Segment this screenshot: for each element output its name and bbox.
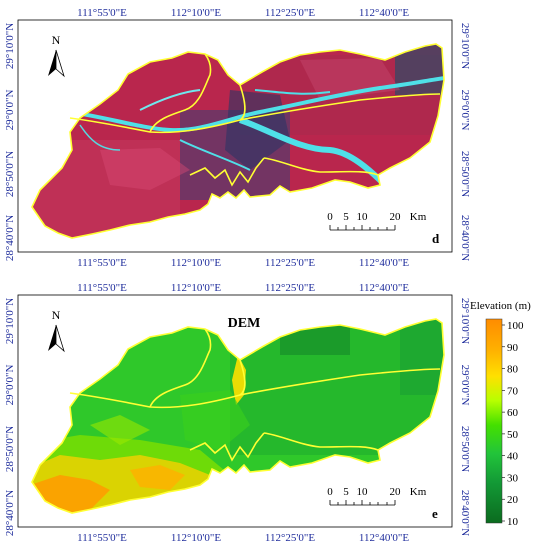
legend-tick-label: 20 xyxy=(507,494,519,506)
scale-unit: Km xyxy=(410,211,427,223)
scale-label-5: 5 xyxy=(343,211,349,223)
legend-tick-label: 100 xyxy=(507,320,524,332)
panel-label-e: e xyxy=(432,506,438,521)
north-label: N xyxy=(52,33,61,47)
right-ticks: 29°10'0"N 29°0'0"N 28°50'0"N 28°40'0"N xyxy=(459,23,471,261)
panel-d-false-color-map: N 0 5 10 20 Km d 111°55'0"E 112°10'0"E 1… xyxy=(0,0,534,275)
legend-tick-label: 70 xyxy=(507,385,519,397)
scale-label-20: 20 xyxy=(390,486,402,498)
right-tick: 28°40'0"N xyxy=(459,215,471,261)
top-tick: 112°40'0"E xyxy=(359,282,409,294)
map-frame xyxy=(17,19,453,253)
top-tick: 112°25'0"E xyxy=(265,282,315,294)
left-tick: 28°50'0"N xyxy=(4,151,16,197)
legend-tick-label: 60 xyxy=(507,407,519,419)
inner-boundaries xyxy=(69,328,441,462)
right-tick: 28°50'0"N xyxy=(459,151,471,197)
legend-tick-label: 90 xyxy=(507,342,519,354)
scale-label-5: 5 xyxy=(343,486,349,498)
left-tick: 29°10'0"N xyxy=(4,23,16,69)
top-ticks: 111°55'0"E 112°10'0"E 112°25'0"E 112°40'… xyxy=(77,7,409,19)
bottom-ticks: 111°55'0"E 112°10'0"E 112°25'0"E 112°40'… xyxy=(77,532,409,544)
legend-tick-label: 10 xyxy=(507,516,519,528)
top-tick: 112°10'0"E xyxy=(171,7,221,19)
elevation-legend: Elevation (m) 100 90 80 70 60 50 40 30 20 10 xyxy=(470,300,531,528)
panel-d-svg: N 0 5 10 20 Km d 111°55'0"E 112°10'0"E 1… xyxy=(4,7,471,269)
scale-bar: 0 5 10 20 Km xyxy=(327,211,427,231)
top-tick: 112°25'0"E xyxy=(265,7,315,19)
left-tick: 29°0'0"N xyxy=(4,365,16,406)
legend-color-ramp xyxy=(485,318,503,524)
scale-label-0: 0 xyxy=(327,486,333,498)
right-tick: 29°0'0"N xyxy=(459,90,471,131)
scale-label-10: 10 xyxy=(357,211,369,223)
scale-label-20: 20 xyxy=(390,211,402,223)
left-tick: 28°40'0"N xyxy=(4,490,16,536)
bottom-tick: 112°10'0"E xyxy=(171,257,221,269)
legend-tick-label: 80 xyxy=(507,364,519,376)
scale-label-10: 10 xyxy=(357,486,369,498)
bottom-tick: 112°40'0"E xyxy=(359,532,409,544)
top-tick: 111°55'0"E xyxy=(77,7,127,19)
scale-unit: Km xyxy=(410,486,427,498)
right-tick: 29°10'0"N xyxy=(459,298,471,344)
bottom-tick: 112°10'0"E xyxy=(171,532,221,544)
legend-tick-label: 50 xyxy=(507,429,519,441)
right-ticks: 29°10'0"N 29°0'0"N 28°50'0"N 28°40'0"N xyxy=(459,298,471,536)
top-tick: 112°40'0"E xyxy=(359,7,409,19)
bottom-tick: 112°40'0"E xyxy=(359,257,409,269)
bottom-tick: 112°25'0"E xyxy=(265,532,315,544)
north-arrow: N xyxy=(48,33,65,78)
scale-bar: 0 5 10 20 Km xyxy=(327,486,427,506)
panel-e-svg: DEM N 0 5 10 20 Km e Elevation (m) 10090… xyxy=(4,282,531,544)
bottom-tick: 112°25'0"E xyxy=(265,257,315,269)
right-tick: 28°50'0"N xyxy=(459,426,471,472)
rivers xyxy=(69,76,444,188)
north-arrow: N xyxy=(48,308,65,353)
legend-tick-label: 30 xyxy=(507,472,519,484)
map-frame xyxy=(17,294,453,528)
north-label: N xyxy=(52,308,61,322)
right-tick: 29°0'0"N xyxy=(459,365,471,406)
right-tick: 29°10'0"N xyxy=(459,23,471,69)
top-tick: 112°10'0"E xyxy=(171,282,221,294)
legend-tick-label: 40 xyxy=(507,451,519,463)
top-tick: 111°55'0"E xyxy=(77,282,127,294)
left-tick: 29°0'0"N xyxy=(4,90,16,131)
map-title: DEM xyxy=(228,316,261,331)
inner-boundaries xyxy=(69,53,441,187)
panel-label-d: d xyxy=(432,231,440,246)
left-tick: 29°10'0"N xyxy=(4,298,16,344)
right-tick: 28°40'0"N xyxy=(459,490,471,536)
legend-ticks: 100 90 80 70 60 50 40 30 20 10 xyxy=(502,320,524,528)
left-tick: 28°40'0"N xyxy=(4,215,16,261)
left-tick: 28°50'0"N xyxy=(4,426,16,472)
left-ticks: 29°10'0"N 29°0'0"N 28°50'0"N 28°40'0"N xyxy=(4,298,16,536)
bottom-tick: 111°55'0"E xyxy=(77,257,127,269)
top-ticks: 111°55'0"E 112°10'0"E 112°25'0"E 112°40'… xyxy=(77,282,409,294)
left-ticks: 29°10'0"N 29°0'0"N 28°50'0"N 28°40'0"N xyxy=(4,23,16,261)
bottom-tick: 111°55'0"E xyxy=(77,532,127,544)
legend-title: Elevation (m) xyxy=(470,300,531,312)
scale-label-0: 0 xyxy=(327,211,333,223)
bottom-ticks: 111°55'0"E 112°10'0"E 112°25'0"E 112°40'… xyxy=(77,257,409,269)
panel-e-dem-map: DEM N 0 5 10 20 Km e Elevation (m) 100 90… xyxy=(0,275,534,550)
